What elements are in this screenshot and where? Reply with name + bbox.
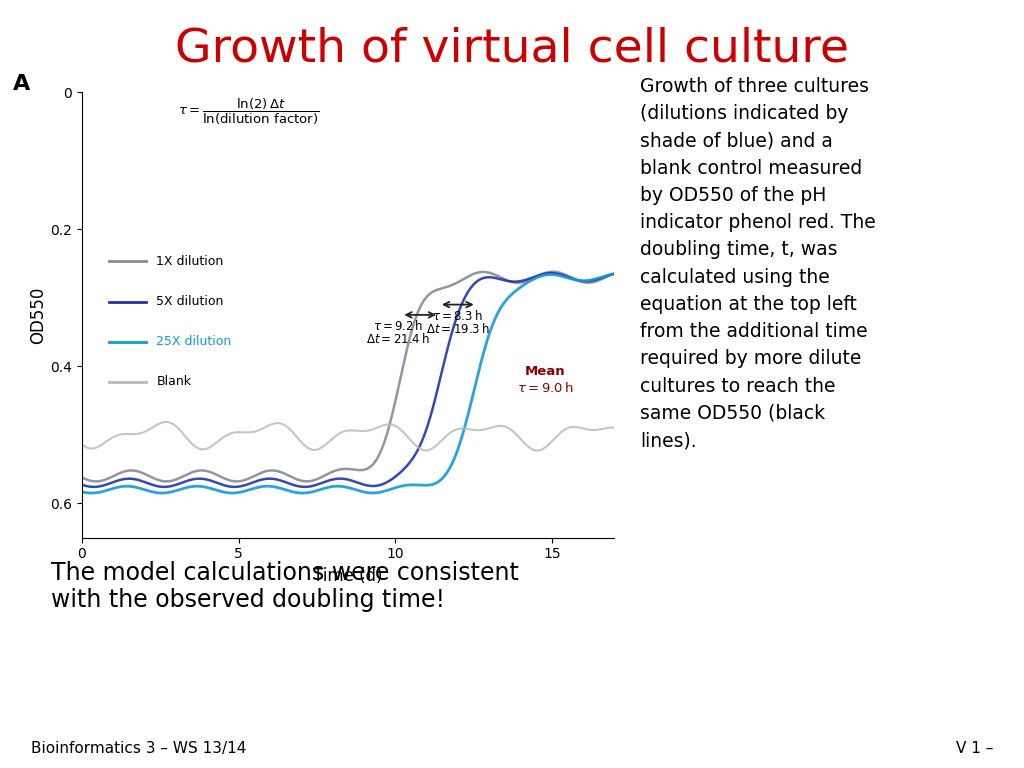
Text: $\tau = 9.2\,\mathrm{h}$: $\tau = 9.2\,\mathrm{h}$ — [374, 319, 423, 333]
Text: $\tau = 8.3\,\mathrm{h}$: $\tau = 8.3\,\mathrm{h}$ — [432, 309, 483, 323]
Text: Growth of three cultures
(dilutions indicated by
shade of blue) and a
blank cont: Growth of three cultures (dilutions indi… — [640, 77, 876, 450]
Text: $\Delta t = 21.4\,\mathrm{h}$: $\Delta t = 21.4\,\mathrm{h}$ — [367, 332, 430, 346]
Text: $\tau = \dfrac{\ln(2)\,\Delta t}{\ln(\mathrm{dilution\ factor})}$: $\tau = \dfrac{\ln(2)\,\Delta t}{\ln(\ma… — [178, 97, 319, 127]
Text: V 1 –: V 1 – — [956, 741, 993, 756]
Text: A: A — [12, 74, 30, 94]
Text: Blank: Blank — [157, 376, 191, 388]
Text: Growth of virtual cell culture: Growth of virtual cell culture — [175, 27, 849, 72]
Text: 25X dilution: 25X dilution — [157, 335, 231, 348]
Y-axis label: OD550: OD550 — [30, 286, 47, 343]
Text: $\Delta t = 19.3\,\mathrm{h}$: $\Delta t = 19.3\,\mathrm{h}$ — [426, 322, 489, 336]
Text: Mean
$\tau = 9.0\,\mathrm{h}$: Mean $\tau = 9.0\,\mathrm{h}$ — [517, 366, 573, 395]
X-axis label: Time (d): Time (d) — [313, 567, 383, 585]
Text: 5X dilution: 5X dilution — [157, 295, 224, 308]
Text: Bioinformatics 3 – WS 13/14: Bioinformatics 3 – WS 13/14 — [31, 741, 246, 756]
Text: The model calculations were consistent
with the observed doubling time!: The model calculations were consistent w… — [51, 561, 519, 612]
Text: 1X dilution: 1X dilution — [157, 255, 223, 268]
